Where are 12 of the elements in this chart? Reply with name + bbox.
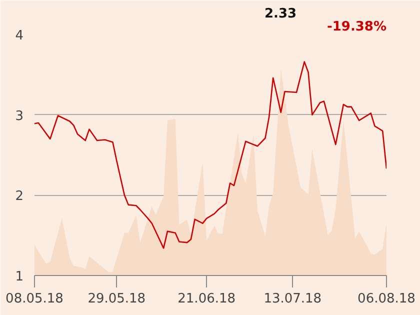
y-tick-label: 3 bbox=[15, 108, 24, 124]
x-tick-label: 21.06.18 bbox=[178, 292, 236, 306]
y-tick-label: 2 bbox=[15, 189, 24, 204]
x-tick-label: 06.08.18 bbox=[358, 292, 416, 306]
text: 2.33 bbox=[264, 6, 297, 22]
x-tick-label: 13.07.18 bbox=[264, 292, 322, 306]
annotation: -19.38% bbox=[326, 20, 387, 34]
x-tick-label: 08.05.18 bbox=[6, 292, 64, 306]
line-series bbox=[34, 61, 386, 249]
y-tick-label: 1 bbox=[15, 270, 24, 284]
y-tick-label: 4 bbox=[15, 28, 24, 44]
x-tick-label: 29.05.18 bbox=[88, 292, 146, 306]
